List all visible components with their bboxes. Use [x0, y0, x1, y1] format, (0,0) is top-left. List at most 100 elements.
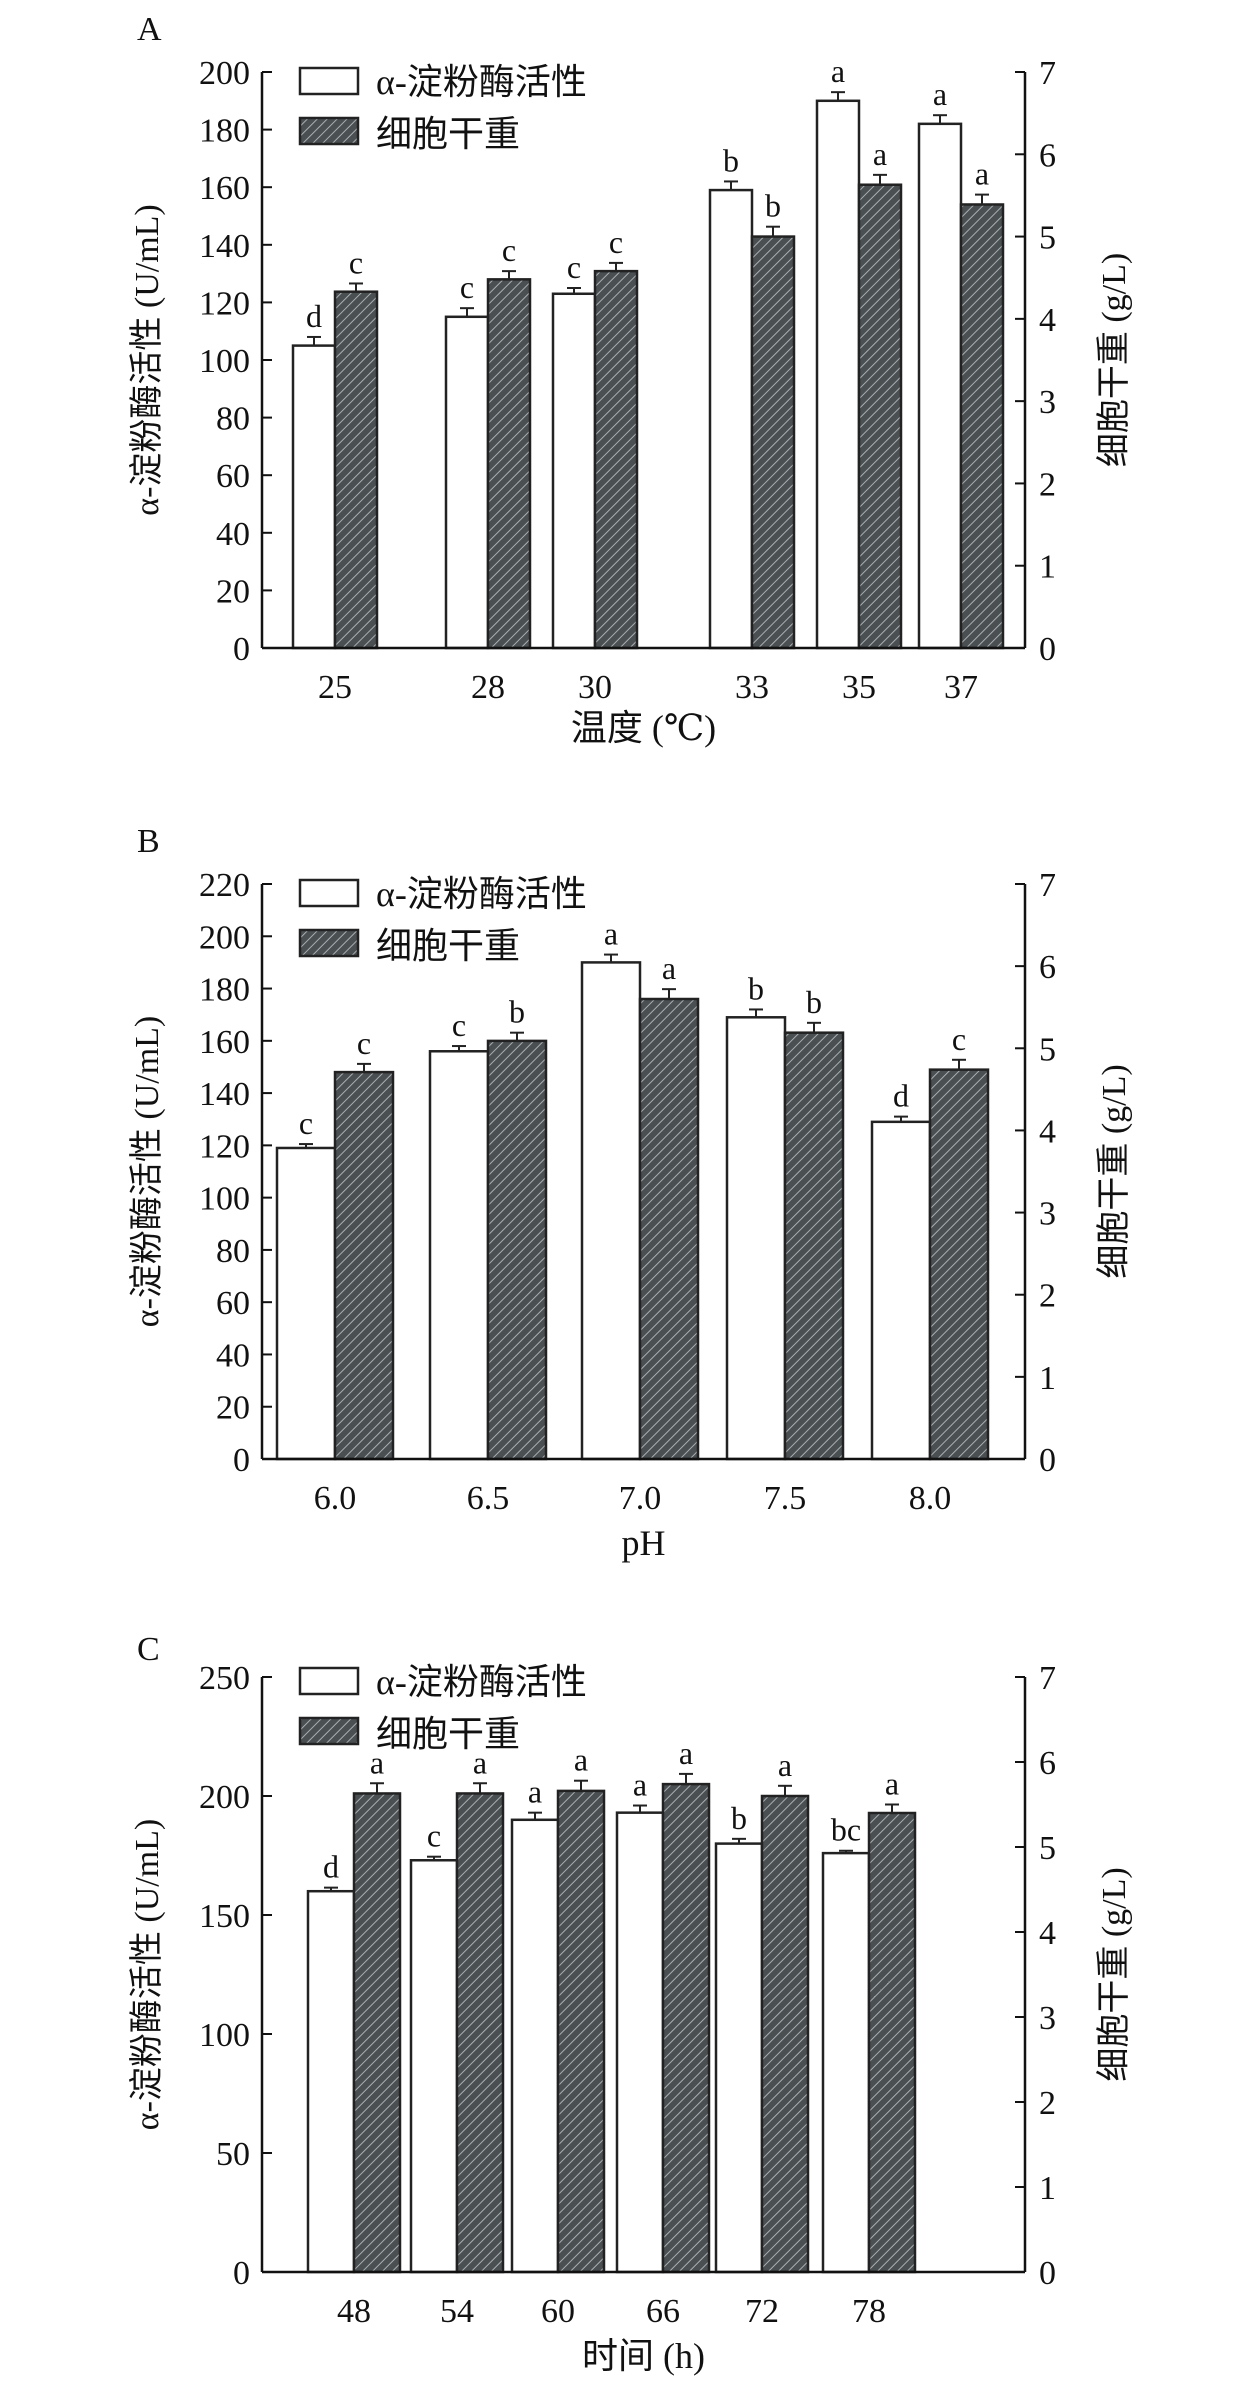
- y-tick-label: 100: [199, 343, 250, 380]
- significance-letter: a: [604, 916, 618, 952]
- y2-tick-label: 7: [1039, 55, 1056, 92]
- significance-letter: d: [323, 1849, 339, 1885]
- y-tick-label: 250: [199, 1660, 250, 1697]
- significance-letter: c: [609, 224, 623, 260]
- y2-tick-label: 2: [1039, 2085, 1056, 2122]
- y2-tick-label: 5: [1039, 1830, 1056, 1867]
- dry-cell-weight-bar: [556, 1789, 606, 2274]
- enzyme-activity-bar: [580, 961, 642, 1461]
- significance-letter: a: [831, 53, 845, 89]
- legend-label-enzyme: α-淀粉酶活性: [376, 874, 587, 914]
- y2-tick-label: 4: [1039, 1113, 1056, 1150]
- y-tick-label: 160: [199, 1024, 250, 1061]
- significance-letter: b: [748, 970, 764, 1006]
- y-tick-label: 0: [233, 2255, 250, 2292]
- y2-tick-label: 3: [1039, 1196, 1056, 1233]
- y-tick-label: 50: [216, 2136, 250, 2173]
- y2-tick-label: 0: [1039, 2255, 1056, 2292]
- y2-tick-label: 1: [1039, 2170, 1056, 2207]
- legend-swatch-enzyme: [298, 66, 360, 96]
- dry-cell-weight-bar: [352, 1792, 402, 2274]
- dry-cell-weight-bar: [333, 1070, 395, 1461]
- dry-cell-weight-bar: [455, 1792, 505, 2274]
- enzyme-activity-bar: [870, 1120, 932, 1461]
- y-tick-label: 40: [216, 516, 250, 553]
- enzyme-activity-bar: [714, 1842, 764, 2274]
- dry-cell-weight-bar: [928, 1068, 990, 1461]
- y2-axis-title: 细胞干重 (g/L): [1095, 253, 1133, 467]
- significance-letter: a: [975, 156, 989, 192]
- significance-letter: a: [473, 1744, 487, 1780]
- enzyme-activity-bar: [708, 188, 754, 650]
- legend-label-dcw: 细胞干重: [376, 114, 520, 154]
- x-tick-label: 33: [735, 669, 769, 706]
- legend-swatch-dcw: [298, 928, 360, 958]
- y2-tick-label: 0: [1039, 1442, 1056, 1479]
- significance-letter: bc: [831, 1812, 861, 1848]
- y-tick-label: 100: [199, 2017, 250, 2054]
- enzyme-activity-bar: [510, 1818, 560, 2274]
- y2-tick-label: 6: [1039, 137, 1056, 174]
- y2-tick-label: 0: [1039, 631, 1056, 668]
- significance-letter: a: [933, 76, 947, 112]
- x-axis-title: 温度 (℃): [571, 708, 716, 748]
- x-tick-label: 54: [440, 2293, 474, 2330]
- y2-tick-label: 7: [1039, 867, 1056, 904]
- significance-letter: c: [357, 1025, 371, 1061]
- legend-swatch-dcw: [298, 1716, 360, 1746]
- y-tick-label: 180: [199, 113, 250, 150]
- x-tick-label: 35: [842, 669, 876, 706]
- y2-tick-label: 7: [1039, 1660, 1056, 1697]
- y2-axis-title: 细胞干重 (g/L): [1095, 1867, 1133, 2081]
- significance-letter: a: [885, 1766, 899, 1802]
- significance-letter: c: [452, 1007, 466, 1043]
- y2-tick-label: 5: [1039, 1031, 1056, 1068]
- y2-tick-label: 2: [1039, 466, 1056, 503]
- y-tick-label: 140: [199, 228, 250, 265]
- dry-cell-weight-bar: [750, 235, 796, 650]
- enzyme-activity-bar: [428, 1050, 490, 1461]
- enzyme-activity-bar: [815, 99, 861, 650]
- x-tick-label: 30: [578, 669, 612, 706]
- y2-tick-label: 2: [1039, 1278, 1056, 1315]
- significance-letter: d: [893, 1078, 909, 1114]
- significance-letter: b: [723, 142, 739, 178]
- y-tick-label: 200: [199, 55, 250, 92]
- x-tick-label: 7.0: [619, 1480, 662, 1517]
- significance-letter: a: [662, 950, 676, 986]
- y-axis-title: α-淀粉酶活性 (U/mL): [128, 1016, 166, 1328]
- dry-cell-weight-bar: [867, 1811, 917, 2274]
- significance-letter: c: [460, 269, 474, 305]
- y-tick-label: 40: [216, 1337, 250, 1374]
- significance-letter: d: [306, 298, 322, 334]
- y-tick-label: 120: [199, 1128, 250, 1165]
- y2-tick-label: 5: [1039, 220, 1056, 257]
- chart-panel-c: Cda48ca54aa60aa66ba72bca7805010015020025…: [128, 1631, 1133, 2376]
- significance-letter: c: [567, 249, 581, 285]
- x-tick-label: 8.0: [909, 1480, 952, 1517]
- significance-letter: a: [528, 1774, 542, 1810]
- panel-label: B: [137, 823, 160, 860]
- dry-cell-weight-bar: [783, 1031, 845, 1461]
- enzyme-activity-bar: [306, 1889, 356, 2274]
- significance-letter: c: [427, 1818, 441, 1854]
- dry-cell-weight-bar: [333, 290, 379, 650]
- panel-label: C: [137, 1631, 160, 1668]
- y-tick-label: 200: [199, 919, 250, 956]
- significance-letter: c: [299, 1105, 313, 1141]
- dry-cell-weight-bar: [638, 997, 700, 1461]
- enzyme-activity-bar: [725, 1016, 787, 1461]
- enzyme-activity-bar: [821, 1851, 871, 2274]
- y-axis-title: α-淀粉酶活性 (U/mL): [128, 204, 166, 516]
- y2-tick-label: 6: [1039, 949, 1056, 986]
- enzyme-activity-bar: [409, 1859, 459, 2274]
- significance-letter: a: [873, 136, 887, 172]
- x-axis-title: 时间 (h): [582, 2336, 705, 2376]
- dry-cell-weight-bar: [760, 1794, 810, 2274]
- x-axis-title: pH: [622, 1523, 666, 1563]
- y2-tick-label: 6: [1039, 1745, 1056, 1782]
- x-tick-label: 7.5: [764, 1480, 807, 1517]
- x-tick-label: 72: [745, 2293, 779, 2330]
- significance-letter: c: [502, 232, 516, 268]
- y-tick-label: 60: [216, 1285, 250, 1322]
